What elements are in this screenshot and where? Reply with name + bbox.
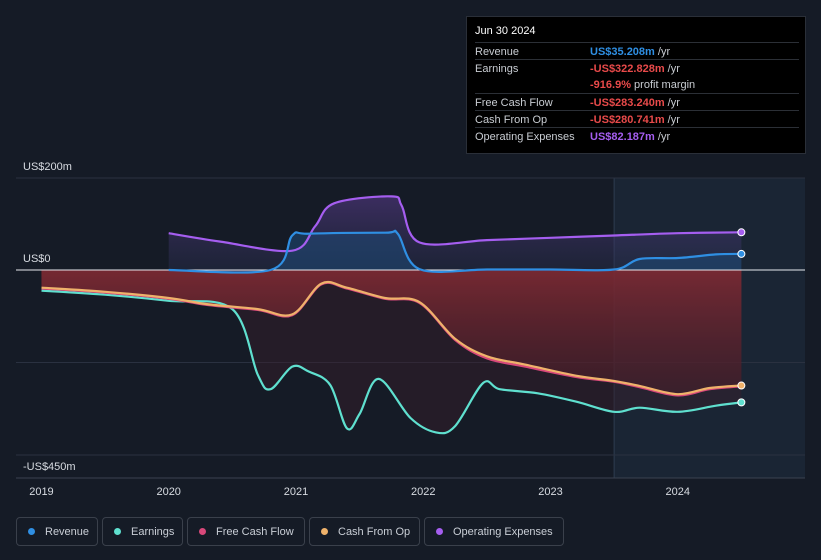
operating-expenses-line — [168, 195, 742, 253]
earnings-end-point — [737, 398, 746, 407]
legend-label: Revenue — [45, 525, 90, 538]
y-axis-label: US$200m — [23, 161, 72, 173]
y-axis-label: US$0 — [23, 253, 51, 265]
tooltip-row-revenue: Revenue US$35.208m /yr — [475, 42, 799, 60]
x-tick-label: 2020 — [156, 486, 180, 498]
legend-item-free-cash-flow[interactable]: Free Cash Flow — [187, 517, 305, 546]
tooltip-value: -916.9% profit margin — [590, 79, 696, 91]
legend-item-operating-expenses[interactable]: Operating Expenses — [424, 517, 564, 546]
chart-area: US$200m US$0 -US$450m 2019 2020 2021 2022 2023 2… — [16, 161, 805, 498]
revenue-dot-icon — [28, 528, 35, 535]
x-tick-label: 2023 — [538, 486, 562, 498]
legend-label: Free Cash Flow — [216, 525, 294, 538]
x-tick-label: 2022 — [411, 486, 435, 498]
tooltip-row-operating-expenses: Operating Expenses US$82.187m /yr — [475, 127, 799, 145]
revenue-end-point — [737, 249, 746, 258]
tooltip: Jun 30 2024 Revenue US$35.208m /yr Earni… — [466, 16, 806, 154]
tooltip-row-profit-margin: -916.9% profit margin — [475, 76, 799, 93]
legend-item-revenue[interactable]: Revenue — [16, 517, 98, 546]
cash-from-op-area — [41, 270, 742, 395]
x-tick-label: 2021 — [284, 486, 308, 498]
tooltip-label: Earnings — [475, 63, 519, 75]
operating-expenses-dot-icon — [436, 528, 443, 535]
tooltip-label: Operating Expenses — [475, 131, 575, 143]
tooltip-label: Free Cash Flow — [475, 97, 553, 109]
cash-from-op-dot-icon — [321, 528, 328, 535]
revenue-line — [168, 229, 742, 274]
tooltip-row-cash-from-op: Cash From Op -US$280.741m /yr — [475, 110, 799, 128]
tooltip-value: US$35.208m /yr — [590, 46, 671, 58]
operating-expenses-end-point — [737, 228, 746, 237]
earnings-dot-icon — [114, 528, 121, 535]
x-tick-label: 2019 — [29, 486, 53, 498]
y-axis-label: -US$450m — [23, 461, 76, 473]
tooltip-date: Jun 30 2024 — [475, 25, 536, 37]
legend-item-earnings[interactable]: Earnings — [102, 517, 183, 546]
cash-from-op-line — [41, 280, 742, 396]
tooltip-value: US$82.187m /yr — [590, 131, 671, 143]
legend-label: Earnings — [131, 525, 175, 538]
tooltip-value: -US$283.240m /yr — [590, 97, 680, 109]
tooltip-label: Revenue — [475, 46, 520, 58]
tooltip-value: -US$280.741m /yr — [590, 114, 680, 126]
legend-label: Cash From Op — [338, 525, 411, 538]
tooltip-row-earnings: Earnings -US$322.828m /yr — [475, 59, 799, 77]
tooltip-label: Cash From Op — [475, 114, 548, 126]
legend-item-cash-from-op[interactable]: Cash From Op — [309, 517, 420, 546]
tooltip-row-free-cash-flow: Free Cash Flow -US$283.240m /yr — [475, 93, 799, 111]
legend-label: Operating Expenses — [453, 525, 553, 538]
cash-from-op-end-point — [737, 381, 746, 390]
revenue-area — [168, 230, 742, 273]
earnings-line — [41, 289, 742, 435]
tooltip-value: -US$322.828m /yr — [590, 63, 680, 75]
x-tick-label: 2024 — [665, 486, 689, 498]
free-cash-flow-dot-icon — [199, 528, 206, 535]
earnings-area — [41, 270, 742, 434]
